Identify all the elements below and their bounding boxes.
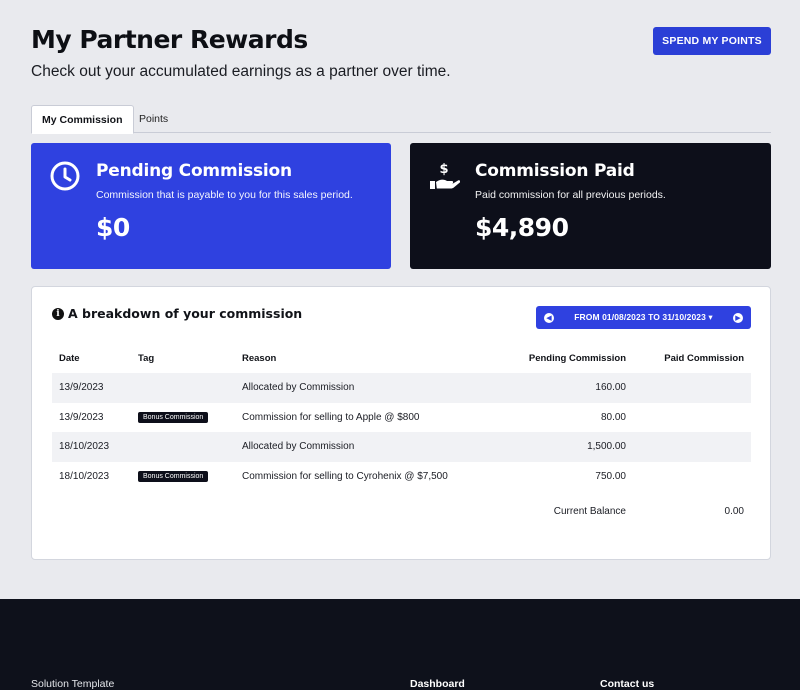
row-tag	[131, 432, 235, 462]
row-paid	[633, 432, 751, 462]
page-subtitle: Check out your accumulated earnings as a…	[31, 63, 451, 80]
row-reason: Allocated by Commission	[235, 373, 497, 403]
row-reason: Commission for selling to Apple @ $800	[242, 411, 420, 423]
row-paid	[633, 403, 751, 433]
row-date: 18/10/2023	[59, 470, 110, 482]
current-balance-label: Current Balance	[553, 505, 626, 517]
row-reason: Allocated by Commission	[235, 432, 497, 462]
info-icon: i	[52, 307, 64, 320]
commission-paid-card: $ Commission Paid Paid commission for al…	[410, 143, 771, 269]
date-range-label: FROM 01/08/2023 TO 31/10/2023	[574, 312, 706, 322]
commission-paid-title: Commission Paid	[475, 161, 635, 181]
footer-dashboard-heading: Dashboard	[410, 678, 465, 690]
bonus-commission-badge: Bonus Commission	[138, 471, 209, 483]
pending-commission-description: Commission that is payable to you for th…	[96, 189, 353, 201]
row-paid	[633, 373, 751, 403]
footer-brand: Solution Template	[31, 678, 115, 690]
svg-text:$: $	[439, 162, 448, 177]
row-pending: 160.00	[497, 373, 633, 403]
column-header-pending: Pending Commission	[528, 352, 626, 364]
pending-commission-card: Pending Commission Commission that is pa…	[31, 143, 391, 269]
commission-paid-amount: $4,890	[475, 213, 569, 242]
table-header-row: Date Tag Reason Pending Commission Paid …	[52, 343, 751, 373]
row-pending: 1,500.00	[497, 432, 633, 462]
caret-down-icon: ▾	[708, 312, 713, 322]
footer: Solution Template Dashboard Contact us	[0, 599, 800, 690]
page-title: My Partner Rewards	[31, 25, 308, 54]
spend-points-button[interactable]: SPEND MY POINTS	[653, 27, 771, 55]
table-row: 18/10/2023 Allocated by Commission 1,500…	[52, 432, 751, 462]
column-header-paid: Paid Commission	[664, 352, 744, 364]
tab-my-commission[interactable]: My Commission	[31, 105, 134, 134]
pending-commission-amount: $0	[96, 213, 130, 242]
row-tag: Bonus Commission	[131, 403, 235, 433]
commission-table: Date Tag Reason Pending Commission Paid …	[52, 343, 751, 531]
hand-dollar-icon: $	[430, 162, 460, 189]
row-tag	[131, 373, 235, 403]
column-header-reason: Reason	[242, 352, 277, 364]
date-range-dropdown[interactable]: FROM 01/08/2023 TO 31/10/2023 ▾	[574, 312, 713, 323]
breakdown-title-text: A breakdown of your commission	[68, 306, 303, 321]
breakdown-title: i A breakdown of your commission	[52, 306, 302, 321]
tab-points[interactable]: Points	[139, 113, 169, 125]
date-range-picker[interactable]: ◀ FROM 01/08/2023 TO 31/10/2023 ▾ ▶	[536, 306, 751, 329]
commission-breakdown-panel: i A breakdown of your commission ◀ FROM …	[31, 286, 771, 560]
commission-paid-description: Paid commission for all previous periods…	[475, 189, 666, 201]
table-row: 13/9/2023 Allocated by Commission 160.00	[52, 373, 751, 403]
previous-period-icon[interactable]: ◀	[544, 312, 554, 323]
row-pending: 80.00	[600, 411, 626, 423]
column-header-date: Date	[59, 352, 80, 364]
bonus-commission-badge: Bonus Commission	[138, 412, 209, 424]
row-date: 18/10/2023	[52, 432, 131, 462]
tab-bar: My Commission Points	[31, 105, 771, 134]
row-pending: 750.00	[595, 470, 626, 482]
table-row: 13/9/2023 Bonus Commission Commission fo…	[52, 403, 751, 433]
footer-contact-heading: Contact us	[600, 678, 655, 690]
row-tag: Bonus Commission	[131, 462, 235, 492]
row-reason: Commission for selling to Cyrohenix @ $7…	[242, 470, 448, 482]
balance-row: Current Balance 0.00	[52, 491, 751, 531]
current-balance-value: 0.00	[724, 505, 744, 517]
row-paid	[633, 462, 751, 492]
column-header-tag: Tag	[138, 352, 155, 364]
pending-commission-title: Pending Commission	[96, 161, 292, 181]
row-date: 13/9/2023	[52, 373, 131, 403]
clock-icon	[50, 161, 80, 191]
row-date: 13/9/2023	[59, 411, 104, 423]
next-period-icon[interactable]: ▶	[733, 312, 743, 323]
table-row: 18/10/2023 Bonus Commission Commission f…	[52, 462, 751, 492]
